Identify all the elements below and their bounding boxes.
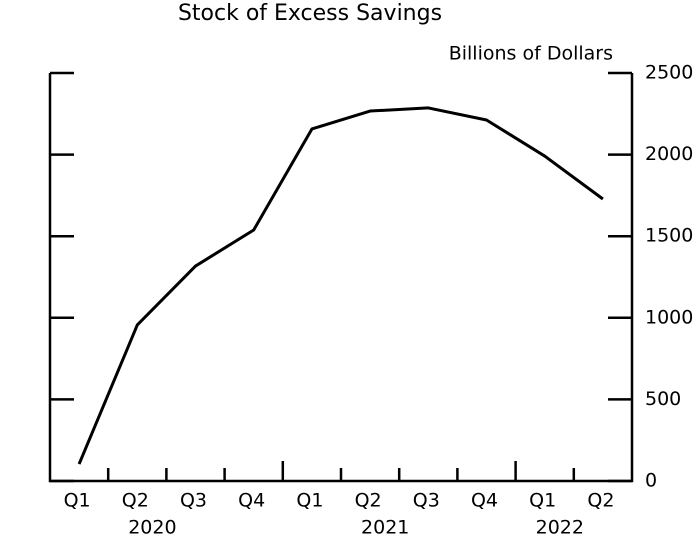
year-label: 2020 bbox=[128, 517, 176, 539]
x-tick-label: Q2 bbox=[122, 490, 149, 512]
axis-label: Billions of Dollars bbox=[449, 43, 613, 65]
x-tick-label: Q3 bbox=[180, 490, 207, 512]
y-tick-label: 0 bbox=[645, 470, 657, 492]
y-tick-label: 2000 bbox=[645, 143, 693, 165]
x-tick-label: Q1 bbox=[529, 490, 556, 512]
chart-title: Stock of Excess Savings bbox=[178, 1, 442, 26]
line bbox=[77, 106, 604, 465]
x-tick-label: Q4 bbox=[471, 490, 498, 512]
y-tick-label: 1500 bbox=[645, 225, 693, 247]
frame bbox=[48, 73, 634, 483]
y-tick-label: 500 bbox=[645, 388, 681, 410]
x-tick-label: Q2 bbox=[355, 490, 382, 512]
y-tick-label: 1000 bbox=[645, 306, 693, 328]
x-tick-label: Q3 bbox=[413, 490, 440, 512]
x-tick-label: Q1 bbox=[296, 490, 323, 512]
year-label: 2021 bbox=[361, 517, 409, 539]
x-tick-label: Q1 bbox=[64, 490, 91, 512]
x-tick-label: Q4 bbox=[238, 490, 265, 512]
year-label: 2022 bbox=[536, 517, 584, 539]
y-tick-label: 2500 bbox=[645, 62, 693, 84]
x-tick-label: Q2 bbox=[587, 490, 614, 512]
